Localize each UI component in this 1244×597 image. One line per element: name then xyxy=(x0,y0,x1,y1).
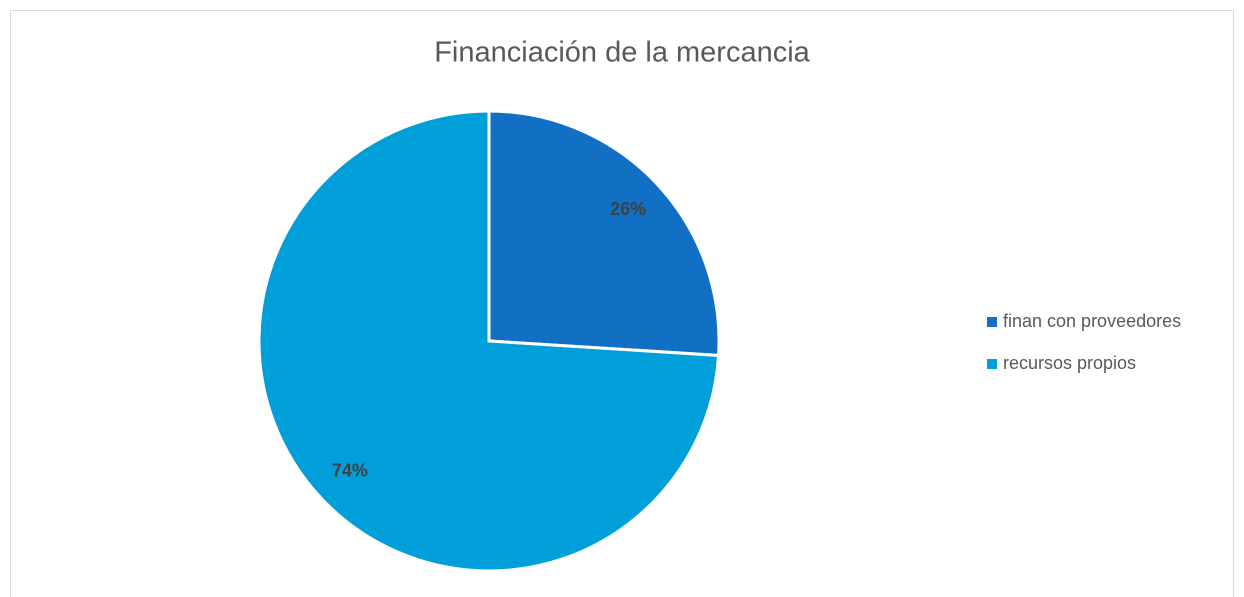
pie-slice xyxy=(487,109,721,358)
legend-swatch xyxy=(987,317,997,327)
legend-swatch xyxy=(987,359,997,369)
legend-label: finan con proveedores xyxy=(1003,311,1181,331)
chart-title: Financiación de la mercancia xyxy=(434,37,810,69)
pie-slice xyxy=(257,109,721,573)
data-label: 26% xyxy=(610,199,646,219)
data-label: 74% xyxy=(332,460,368,480)
legend-label: recursos propios xyxy=(1003,353,1136,373)
